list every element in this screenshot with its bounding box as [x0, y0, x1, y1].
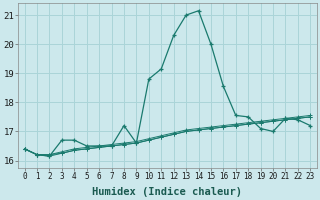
X-axis label: Humidex (Indice chaleur): Humidex (Indice chaleur): [92, 186, 243, 197]
